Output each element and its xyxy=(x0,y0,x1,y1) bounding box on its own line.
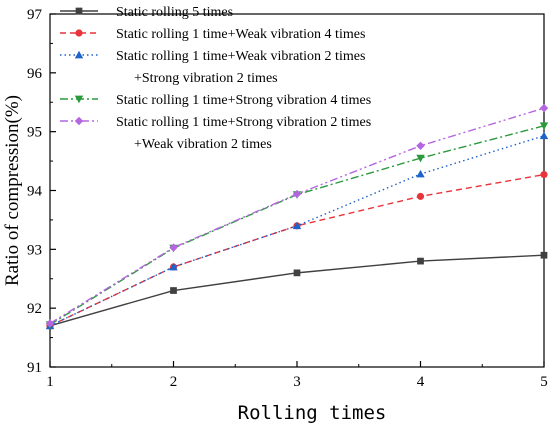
series-1 xyxy=(47,252,548,329)
legend-marker xyxy=(75,51,83,59)
data-point xyxy=(417,193,424,200)
legend-entry-1: Static rolling 5 times xyxy=(60,5,233,20)
series-line xyxy=(50,136,544,326)
series-layer xyxy=(46,104,548,329)
y-tick-label: 95 xyxy=(27,125,42,141)
data-point xyxy=(540,132,548,140)
x-tick-label: 2 xyxy=(170,374,178,390)
data-point xyxy=(170,287,177,294)
y-tick-label: 91 xyxy=(27,360,42,376)
legend: Static rolling 5 times Static rolling 1 t… xyxy=(60,5,371,152)
y-tick-label: 94 xyxy=(27,184,43,200)
y-tick-label: 92 xyxy=(27,301,42,317)
x-tick-label: 4 xyxy=(417,374,425,390)
legend-label: +Weak vibration 2 times xyxy=(134,137,272,152)
legend-label: Static rolling 1 time+Weak vibration 4 t… xyxy=(116,27,365,42)
x-tick-label: 1 xyxy=(46,374,54,390)
y-axis-title: Ratio of compression(%) xyxy=(2,95,23,286)
legend-entry-4: Static rolling 1 time+Strong vibration 4… xyxy=(60,93,371,108)
legend-marker xyxy=(76,8,83,15)
data-point xyxy=(169,243,177,251)
legend-entry-2: Static rolling 1 time+Weak vibration 4 t… xyxy=(60,27,365,42)
y-tick-label: 93 xyxy=(27,242,42,258)
data-point xyxy=(540,104,548,112)
series-5 xyxy=(46,104,548,328)
y-tick-label: 96 xyxy=(27,66,43,82)
legend-entry-3: Static rolling 1 time+Weak vibration 2 t… xyxy=(60,49,365,86)
legend-label: Static rolling 1 time+Strong vibration 2… xyxy=(116,115,371,130)
x-tick-label: 5 xyxy=(540,374,548,390)
data-point xyxy=(294,270,301,277)
data-point xyxy=(416,142,424,150)
data-point xyxy=(541,252,548,259)
legend-marker xyxy=(75,117,83,125)
data-point xyxy=(416,170,424,178)
data-point xyxy=(417,258,424,265)
legend-label: Static rolling 1 time+Weak vibration 2 t… xyxy=(116,49,365,64)
x-tick-label: 3 xyxy=(293,374,301,390)
legend-marker xyxy=(75,29,82,36)
y-tick-label: 97 xyxy=(27,7,43,23)
data-point xyxy=(293,190,301,198)
legend-label: Static rolling 1 time+Strong vibration 4… xyxy=(116,93,371,108)
x-axis-title: Rolling times xyxy=(238,402,387,424)
legend-entry-5: Static rolling 1 time+Strong vibration 2… xyxy=(60,115,371,152)
legend-label: +Strong vibration 2 times xyxy=(134,71,278,86)
data-point xyxy=(540,171,547,178)
series-3 xyxy=(46,132,548,330)
legend-label: Static rolling 5 times xyxy=(116,5,233,20)
